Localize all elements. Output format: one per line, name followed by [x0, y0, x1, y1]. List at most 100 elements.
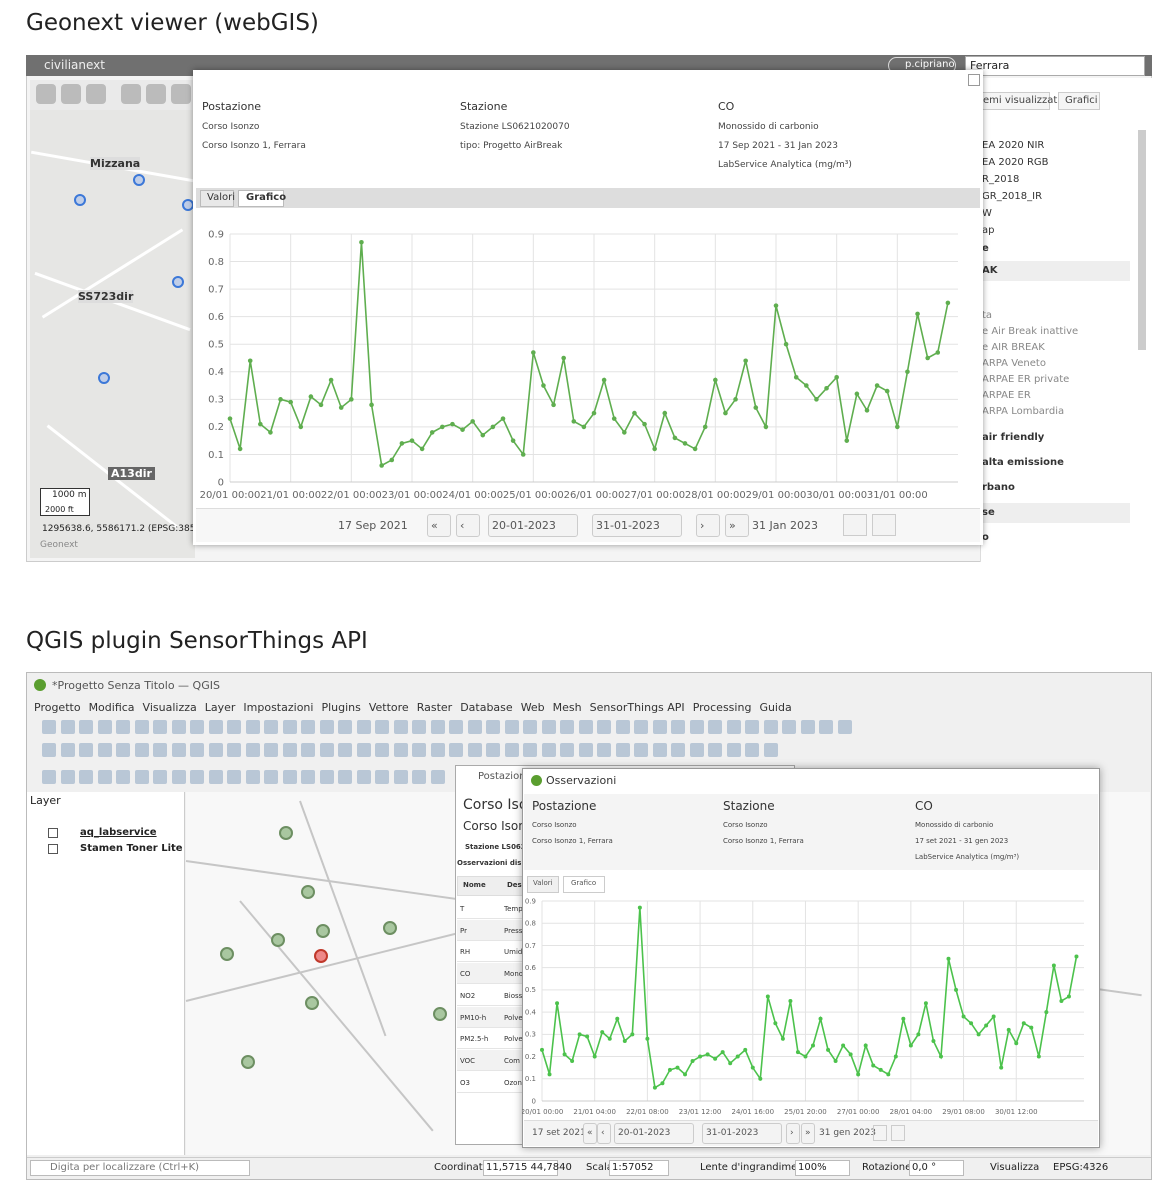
- tool-icon: [245, 770, 260, 784]
- layer-item[interactable]: alta emissione: [982, 457, 1064, 468]
- y-tick-label: 0.2: [525, 1053, 536, 1061]
- status-text[interactable]: 100%: [798, 1162, 827, 1173]
- menu-item[interactable]: Guida: [759, 701, 792, 714]
- menu-item[interactable]: Processing: [692, 701, 752, 714]
- layer-item[interactable]: ta: [982, 310, 993, 321]
- data-point: [562, 1052, 567, 1057]
- tab-label[interactable]: Valori: [207, 192, 235, 203]
- layer-item[interactable]: ARPA Veneto: [982, 358, 1046, 369]
- data-point: [1074, 954, 1079, 959]
- control-button: [488, 514, 578, 537]
- layer-item[interactable]: rbano: [982, 482, 1015, 493]
- data-point: [793, 374, 799, 380]
- tab-label[interactable]: Grafico: [571, 879, 597, 887]
- control-button: [583, 1123, 597, 1144]
- table-header-cell: Nome: [463, 881, 486, 889]
- data-point: [409, 438, 415, 443]
- status-text[interactable]: 1:57052: [612, 1162, 654, 1173]
- layer-item[interactable]: EA 2020 RGB: [982, 157, 1049, 168]
- menu-item[interactable]: Vettore: [368, 701, 409, 714]
- tool-icon: [190, 743, 204, 757]
- menu-item[interactable]: Database: [460, 701, 513, 714]
- menu-item[interactable]: Modifica: [88, 701, 135, 714]
- control[interactable]: ›: [790, 1128, 794, 1138]
- layer-item[interactable]: ARPA Lombardia: [982, 406, 1065, 417]
- layer-item[interactable]: aq_labservice: [80, 827, 157, 838]
- tool-icon: [782, 720, 796, 734]
- data-point: [923, 1001, 928, 1006]
- control[interactable]: 20-01-2023: [618, 1128, 671, 1138]
- tool-icon: [171, 743, 186, 757]
- menu-item[interactable]: Visualizza: [142, 701, 197, 714]
- layer-item[interactable]: ARPAE ER: [982, 390, 1031, 401]
- data-point: [571, 419, 577, 424]
- table-cell: VOC: [460, 1056, 476, 1065]
- tool-icon: [541, 743, 556, 757]
- data-point: [450, 421, 455, 427]
- tool-icon: [523, 743, 537, 757]
- control[interactable]: »: [729, 519, 736, 532]
- layer-item[interactable]: AK: [982, 265, 998, 276]
- table-cell: Press: [504, 926, 523, 935]
- control[interactable]: 20-01-2023: [492, 519, 556, 532]
- tool-icon: [338, 743, 352, 757]
- data-point: [1044, 1010, 1049, 1015]
- tool-icon: [578, 743, 593, 757]
- y-tick-label: 0.1: [208, 450, 224, 461]
- layer-item[interactable]: W: [982, 208, 992, 219]
- menu-item[interactable]: Web: [520, 701, 545, 714]
- table-cell: NO2: [460, 991, 476, 1000]
- layer-item[interactable]: e: [982, 243, 989, 254]
- control: 17 Sep 2021: [338, 519, 408, 532]
- layer-item[interactable]: GR_2018_IR: [982, 191, 1043, 202]
- x-tick-label: 23/01 00:00: [382, 490, 443, 501]
- layer-item[interactable]: air friendly: [982, 432, 1045, 443]
- control[interactable]: 31-01-2023: [706, 1128, 759, 1138]
- layer-item[interactable]: Stamen Toner Lite: [80, 843, 183, 854]
- control-button: [614, 1123, 694, 1144]
- tab-label[interactable]: emi visualizzati: [983, 95, 1061, 106]
- menu-item[interactable]: Progetto: [34, 701, 81, 714]
- control[interactable]: ‹: [460, 519, 465, 532]
- control[interactable]: «: [587, 1128, 593, 1138]
- control[interactable]: «: [431, 519, 438, 532]
- control[interactable]: ›: [700, 519, 705, 532]
- tab-label[interactable]: Grafici: [1065, 95, 1098, 106]
- layer-item[interactable]: e Air Break inattive: [982, 326, 1079, 337]
- table-cell: Ozon: [504, 1078, 522, 1087]
- layer-item[interactable]: e AIR BREAK: [982, 342, 1045, 353]
- tab-label[interactable]: Grafico: [246, 192, 287, 203]
- menu-item[interactable]: SensorThings API: [589, 701, 685, 714]
- menu-item[interactable]: Raster: [416, 701, 453, 714]
- menu-item[interactable]: Layer: [204, 701, 236, 714]
- tool-icon: [745, 743, 759, 757]
- layer-item[interactable]: o: [982, 532, 989, 543]
- map-marker: [301, 885, 315, 899]
- tool-icon: [134, 770, 149, 784]
- status-text[interactable]: 11,5715 44,7840: [486, 1162, 572, 1173]
- layer-item[interactable]: R_2018: [982, 174, 1020, 185]
- control[interactable]: ‹: [601, 1128, 605, 1138]
- table-row: [457, 984, 527, 1006]
- status-text[interactable]: 0,0 °: [912, 1162, 937, 1173]
- menu-item[interactable]: Impostazioni: [243, 701, 314, 714]
- menu-item[interactable]: Mesh: [552, 701, 582, 714]
- tab: [200, 190, 234, 207]
- data-point: [600, 1030, 605, 1035]
- y-tick-label: 0.7: [525, 942, 536, 950]
- layer-item[interactable]: EA 2020 NIR: [982, 140, 1045, 151]
- row-highlight: [980, 503, 1130, 523]
- layer-item[interactable]: ap: [982, 225, 995, 236]
- tab-label[interactable]: Valori: [533, 879, 553, 887]
- column-line: Corso Isonzo 1, Ferrara: [202, 141, 306, 151]
- layer-item[interactable]: ARPAE ER private: [982, 374, 1070, 385]
- data-point: [278, 397, 283, 402]
- x-tick-label: 24/01 00:00: [442, 490, 503, 501]
- search[interactable]: Ferrara: [970, 59, 1010, 72]
- menu-item[interactable]: Plugins: [321, 701, 361, 714]
- x-tick-label: 27/01 00:00: [837, 1108, 880, 1116]
- control[interactable]: 31-01-2023: [596, 519, 660, 532]
- layer-item[interactable]: se: [982, 507, 995, 518]
- control[interactable]: »: [805, 1128, 811, 1138]
- status-text[interactable]: Digita per localizzare (Ctrl+K): [50, 1162, 200, 1173]
